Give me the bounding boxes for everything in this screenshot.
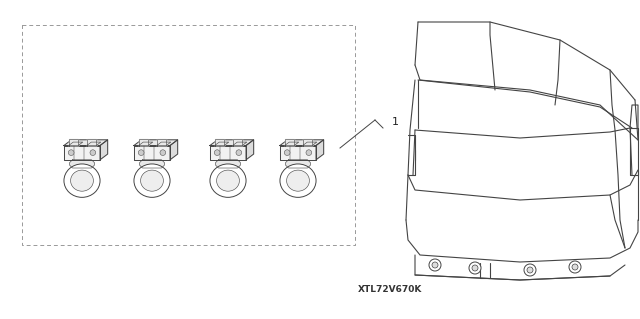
Circle shape: [572, 264, 578, 270]
Polygon shape: [210, 140, 253, 145]
Polygon shape: [68, 142, 83, 145]
Circle shape: [472, 265, 478, 271]
Circle shape: [284, 150, 290, 155]
Polygon shape: [64, 145, 100, 160]
Polygon shape: [246, 140, 253, 160]
Circle shape: [306, 150, 312, 155]
Ellipse shape: [141, 170, 163, 191]
Polygon shape: [139, 142, 153, 145]
Ellipse shape: [70, 170, 93, 191]
Ellipse shape: [64, 164, 100, 197]
Text: 1: 1: [392, 117, 399, 127]
Polygon shape: [68, 139, 78, 145]
Circle shape: [90, 150, 96, 155]
Polygon shape: [214, 139, 224, 145]
Polygon shape: [139, 139, 148, 145]
Polygon shape: [140, 160, 164, 168]
Polygon shape: [216, 160, 241, 168]
Ellipse shape: [287, 170, 309, 191]
Polygon shape: [285, 160, 310, 168]
Ellipse shape: [134, 164, 170, 197]
Polygon shape: [157, 139, 166, 145]
Polygon shape: [100, 140, 108, 160]
Circle shape: [527, 267, 533, 273]
Polygon shape: [134, 145, 170, 160]
Polygon shape: [64, 140, 108, 145]
Polygon shape: [285, 142, 299, 145]
Ellipse shape: [280, 164, 316, 197]
Circle shape: [138, 150, 144, 155]
Polygon shape: [87, 139, 96, 145]
Polygon shape: [233, 142, 247, 145]
Circle shape: [160, 150, 166, 155]
Circle shape: [569, 261, 581, 273]
Ellipse shape: [216, 170, 239, 191]
Polygon shape: [214, 142, 228, 145]
Polygon shape: [285, 139, 294, 145]
Text: XTL72V670K: XTL72V670K: [358, 286, 422, 294]
Polygon shape: [303, 139, 312, 145]
Circle shape: [524, 264, 536, 276]
Circle shape: [68, 150, 74, 155]
Polygon shape: [157, 142, 171, 145]
Ellipse shape: [210, 164, 246, 197]
Polygon shape: [70, 160, 94, 168]
Polygon shape: [233, 139, 243, 145]
Polygon shape: [303, 142, 317, 145]
Circle shape: [429, 259, 441, 271]
Circle shape: [432, 262, 438, 268]
Polygon shape: [280, 140, 324, 145]
Polygon shape: [280, 145, 316, 160]
Polygon shape: [134, 140, 178, 145]
Polygon shape: [87, 142, 101, 145]
Polygon shape: [316, 140, 324, 160]
Polygon shape: [170, 140, 178, 160]
Circle shape: [469, 262, 481, 274]
Circle shape: [214, 150, 220, 155]
Polygon shape: [210, 145, 246, 160]
Circle shape: [236, 150, 242, 155]
